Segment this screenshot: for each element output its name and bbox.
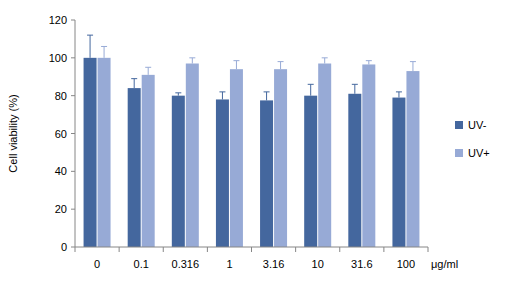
x-tick-label: 1 bbox=[226, 258, 232, 270]
bar bbox=[172, 96, 185, 247]
legend: UV- UV+ bbox=[455, 119, 490, 159]
y-tick bbox=[71, 95, 75, 96]
x-tick bbox=[428, 247, 429, 252]
x-tick bbox=[295, 247, 296, 252]
y-tick-label: 0 bbox=[61, 241, 67, 253]
legend-swatch bbox=[455, 121, 463, 129]
bar bbox=[98, 58, 111, 247]
bar bbox=[260, 100, 273, 247]
y-tick-label: 120 bbox=[49, 14, 67, 26]
error-bar bbox=[233, 61, 239, 70]
error-bar bbox=[308, 84, 314, 95]
bar bbox=[186, 64, 199, 247]
bar bbox=[128, 88, 141, 247]
y-axis bbox=[75, 20, 76, 247]
bar bbox=[216, 99, 229, 247]
y-tick-label: 100 bbox=[49, 52, 67, 64]
x-tick bbox=[339, 247, 340, 252]
x-tick-label: 100 bbox=[397, 258, 415, 270]
y-tick bbox=[71, 133, 75, 134]
x-tick bbox=[75, 247, 76, 252]
x-tick bbox=[119, 247, 120, 252]
x-tick bbox=[207, 247, 208, 252]
bars bbox=[84, 35, 420, 247]
legend-swatch bbox=[455, 149, 463, 157]
error-bar bbox=[366, 61, 372, 65]
error-bar bbox=[189, 58, 195, 64]
y-tick-label: 20 bbox=[55, 203, 67, 215]
error-bar bbox=[219, 92, 225, 100]
y-tick-label: 40 bbox=[55, 165, 67, 177]
x-tick-label: 0.1 bbox=[134, 258, 149, 270]
x-tick bbox=[163, 247, 164, 252]
error-bar bbox=[352, 84, 358, 93]
x-tick-label: 3.16 bbox=[263, 258, 284, 270]
bar bbox=[304, 96, 317, 247]
chart-svg: 0 20 40 60 80 100 120 Cell viability (%) 0 0.1 0.3… bbox=[0, 0, 512, 290]
error-bar bbox=[131, 79, 137, 88]
x-tick-label: 31.6 bbox=[351, 258, 372, 270]
x-tick bbox=[383, 247, 384, 252]
bar bbox=[362, 64, 375, 247]
legend-label: UV- bbox=[468, 119, 487, 131]
error-bar bbox=[87, 35, 93, 58]
y-tick bbox=[71, 171, 75, 172]
y-tick-label: 80 bbox=[55, 90, 67, 102]
error-bar bbox=[410, 62, 416, 71]
bar bbox=[348, 94, 361, 247]
x-axis-label: μg/ml bbox=[431, 258, 458, 270]
bar bbox=[230, 69, 243, 247]
error-bar bbox=[396, 92, 402, 98]
y-tick bbox=[71, 57, 75, 58]
bar bbox=[406, 71, 419, 247]
bar bbox=[84, 58, 97, 247]
bar bbox=[318, 64, 331, 247]
y-tick bbox=[71, 209, 75, 210]
y-tick bbox=[71, 247, 75, 248]
y-axis-label: Cell viability (%) bbox=[7, 94, 19, 172]
error-bar bbox=[101, 46, 107, 57]
x-tick-label: 10 bbox=[312, 258, 324, 270]
legend-label: UV+ bbox=[468, 147, 490, 159]
error-bar bbox=[322, 58, 328, 64]
y-tick-label: 60 bbox=[55, 128, 67, 140]
x-tick-label: 0 bbox=[94, 258, 100, 270]
bar bbox=[392, 98, 405, 247]
chart-container: 0 20 40 60 80 100 120 Cell viability (%) 0 0.1 0.3… bbox=[0, 0, 512, 290]
error-bar bbox=[145, 67, 151, 75]
y-tick bbox=[71, 20, 75, 21]
x-tick bbox=[251, 247, 252, 252]
error-bar bbox=[264, 92, 270, 101]
bar bbox=[274, 69, 287, 247]
bar bbox=[142, 75, 155, 247]
error-bar bbox=[278, 62, 284, 70]
error-bar bbox=[175, 93, 181, 96]
x-tick-label: 0.316 bbox=[172, 258, 200, 270]
